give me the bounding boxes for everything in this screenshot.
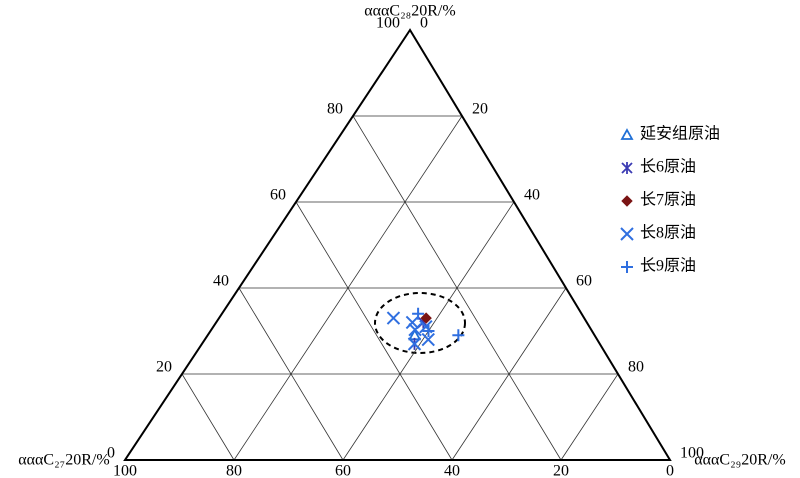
marker	[408, 322, 422, 337]
legend-marker	[620, 227, 634, 241]
triangle-frame	[123, 28, 672, 461]
marker	[386, 311, 401, 325]
legend-marker	[621, 195, 633, 207]
grid-line	[295, 201, 453, 461]
legend-marker	[620, 128, 634, 140]
legend-marker	[621, 162, 633, 174]
marker	[405, 315, 420, 330]
grid-line	[352, 115, 562, 461]
legend-label: 长7原油	[640, 191, 696, 209]
tick-label: 0	[666, 463, 674, 478]
tick-label: 40	[524, 187, 540, 204]
tick-label: 100	[113, 463, 137, 478]
tick-label: 20	[553, 463, 569, 478]
legend-label: 长8原油	[640, 224, 696, 242]
tick-label: 100	[680, 445, 704, 462]
tick-label: 40	[444, 463, 460, 478]
axis-title: αααC₂₇20R/%	[18, 452, 109, 469]
legend-label: 长6原油	[640, 158, 696, 176]
grid-line	[181, 373, 235, 461]
legend-label: 延安组原油	[640, 125, 720, 143]
marker	[452, 329, 465, 342]
tick-label: 80	[628, 359, 644, 376]
marker	[412, 307, 425, 320]
tick-label: 80	[226, 463, 242, 478]
axis-title: αααC₂₉20R/%	[694, 452, 785, 469]
tick-label: 20	[472, 101, 488, 118]
tick-label: 60	[270, 187, 286, 204]
tick-label: 0	[107, 445, 115, 462]
tick-label: 20	[156, 359, 172, 376]
tick-label: 0	[420, 15, 428, 32]
marker	[407, 337, 422, 351]
tick-label: 80	[327, 101, 343, 118]
axis-title: αααC₂₈20R/%	[364, 3, 455, 20]
cluster-ellipse	[374, 292, 466, 354]
tick-label: 60	[576, 273, 592, 290]
tick-label: 100	[376, 15, 400, 32]
grid-line	[560, 373, 619, 461]
tick-label: 40	[213, 273, 229, 290]
marker	[420, 312, 432, 324]
legend-label: 长9原油	[640, 257, 696, 275]
tick-label: 60	[335, 463, 351, 478]
marker	[422, 325, 435, 337]
legend-marker	[621, 261, 633, 273]
grid-line	[238, 287, 344, 461]
marker	[421, 332, 435, 347]
